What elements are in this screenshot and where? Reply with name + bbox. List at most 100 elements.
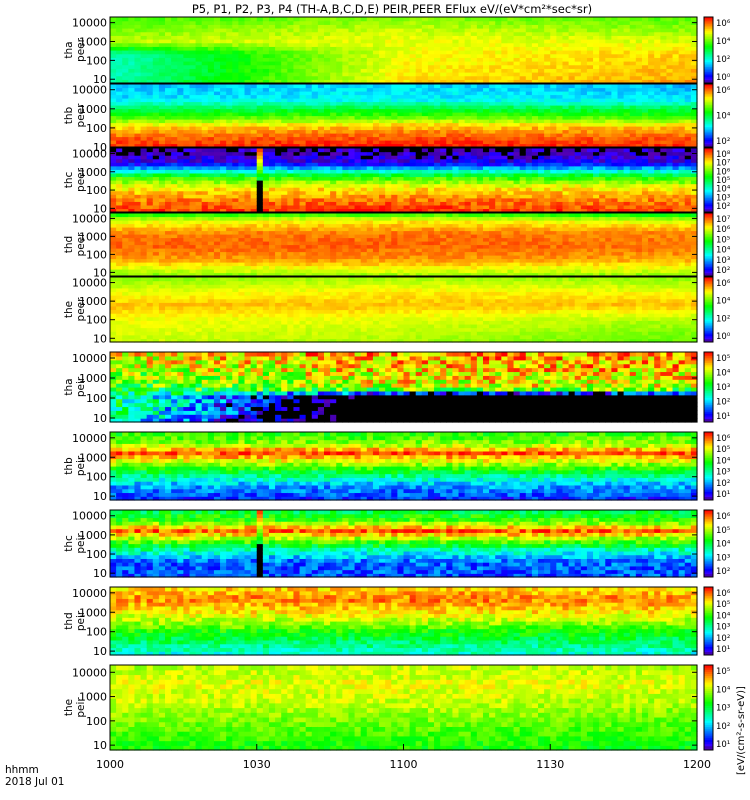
spectrogram-cell: [538, 115, 545, 120]
spectrogram-cell: [593, 17, 600, 22]
spectrogram-cell: [440, 183, 447, 188]
spectrogram-cell: [366, 50, 374, 55]
spectrogram-cell: [513, 42, 521, 47]
spectrogram-cell: [458, 197, 466, 202]
spectrogram-cell: [452, 208, 460, 213]
spectrogram-cell: [666, 17, 674, 22]
spectrogram-cell: [250, 122, 258, 127]
spectrogram-cell: [550, 50, 557, 55]
spectrogram-cell: [452, 197, 460, 202]
spectrogram-cell: [507, 53, 515, 58]
spectrogram-cell: [366, 64, 374, 69]
spectrogram-cell: [311, 194, 319, 199]
spectrogram-cell: [213, 155, 221, 160]
spectrogram-cell: [501, 201, 509, 206]
spectrogram-cell: [470, 155, 478, 160]
spectrogram-cell: [690, 105, 698, 110]
spectrogram-cell: [256, 75, 264, 80]
spectrogram-cell: [275, 165, 282, 170]
spectrogram-cell: [122, 17, 129, 22]
spectrogram-cell: [281, 53, 288, 58]
spectrogram-cell: [268, 201, 276, 206]
spectrogram-cell: [116, 115, 123, 120]
spectrogram-cell: [256, 133, 264, 138]
spectrogram-cell: [311, 35, 319, 40]
spectrogram-cell: [648, 28, 655, 33]
spectrogram-cell: [268, 42, 276, 47]
spectrogram-cell: [262, 115, 270, 120]
spectrogram-cell: [336, 197, 343, 202]
spectrogram-cell: [213, 39, 221, 44]
spectrogram-cell: [427, 204, 435, 210]
spectrogram-cell: [525, 31, 533, 36]
spectrogram-cell: [489, 169, 496, 174]
spectrogram-cell: [531, 68, 539, 73]
spectrogram-cell: [372, 136, 380, 141]
spectrogram-cell: [556, 105, 564, 110]
spectrogram-cell: [519, 105, 527, 110]
spectrogram-cell: [684, 112, 692, 117]
spectrogram-cell: [678, 46, 686, 51]
spectrogram-cell: [550, 155, 557, 160]
spectrogram-cell: [177, 108, 184, 113]
spectrogram-cell: [287, 204, 295, 210]
spectrogram-cell: [158, 75, 166, 80]
spectrogram-cell: [152, 183, 160, 188]
spectrogram-cell: [275, 208, 282, 213]
spectrogram-cell: [397, 155, 405, 160]
spectrogram-cell: [311, 101, 319, 106]
spectrogram-cell: [629, 79, 637, 84]
spectrogram-cell: [476, 165, 484, 170]
spectrogram-cell: [201, 122, 209, 127]
spectrogram-cell: [317, 91, 325, 96]
spectrogram-cell: [220, 183, 227, 188]
spectrogram-cell: [495, 187, 502, 192]
spectrogram-cell: [244, 39, 252, 44]
spectrogram-cell: [195, 28, 203, 33]
spectrogram-cell: [586, 64, 594, 69]
spectrogram-cell: [336, 61, 343, 66]
spectrogram-cell: [134, 28, 142, 33]
spectrogram-cell: [482, 133, 490, 138]
spectrogram-cell: [403, 190, 411, 195]
spectrogram-cell: [605, 31, 612, 36]
spectrogram-cell: [593, 39, 600, 44]
spectrogram-cell: [684, 115, 692, 120]
spectrogram-cell: [550, 39, 557, 44]
spectrogram-cell: [348, 64, 356, 69]
spectrogram-cell: [440, 165, 447, 170]
spectrogram-cell: [122, 122, 129, 127]
spectrogram-cell: [495, 148, 502, 153]
spectrogram-cell: [593, 119, 600, 124]
spectrogram-cell: [299, 208, 307, 213]
spectrogram-cell: [476, 129, 484, 134]
spectrogram-cell: [281, 155, 288, 160]
spectrogram-cell: [397, 180, 405, 185]
spectrogram-cell: [201, 151, 209, 156]
spectrogram-cell: [165, 190, 172, 195]
spectrogram-cell: [525, 68, 533, 73]
spectrogram-cell: [128, 24, 136, 29]
spectrogram-cell: [140, 46, 148, 51]
spectrogram-cell: [635, 108, 643, 113]
spectrogram-cell: [440, 39, 447, 44]
spectrogram-cell: [311, 190, 319, 195]
spectrogram-cell: [146, 94, 154, 99]
spectrogram-cell: [464, 50, 472, 55]
spectrogram-cell: [195, 180, 203, 185]
spectrogram-cell: [226, 155, 233, 160]
spectrogram-cell: [140, 180, 148, 185]
spectrogram-cell: [354, 194, 362, 199]
spectrogram-cell: [550, 91, 557, 96]
spectrogram-cell: [562, 158, 570, 163]
spectrogram-cell: [165, 122, 172, 127]
spectrogram-cell: [452, 72, 460, 77]
spectrogram-cell: [305, 126, 313, 131]
spectrogram-cell: [287, 20, 295, 25]
spectrogram-cell: [348, 133, 356, 138]
spectrogram-cell: [440, 126, 447, 131]
spectrogram-cell: [403, 136, 411, 141]
spectrogram-cell: [550, 112, 557, 117]
spectrogram-cell: [244, 101, 252, 106]
spectrogram-cell: [360, 17, 368, 22]
